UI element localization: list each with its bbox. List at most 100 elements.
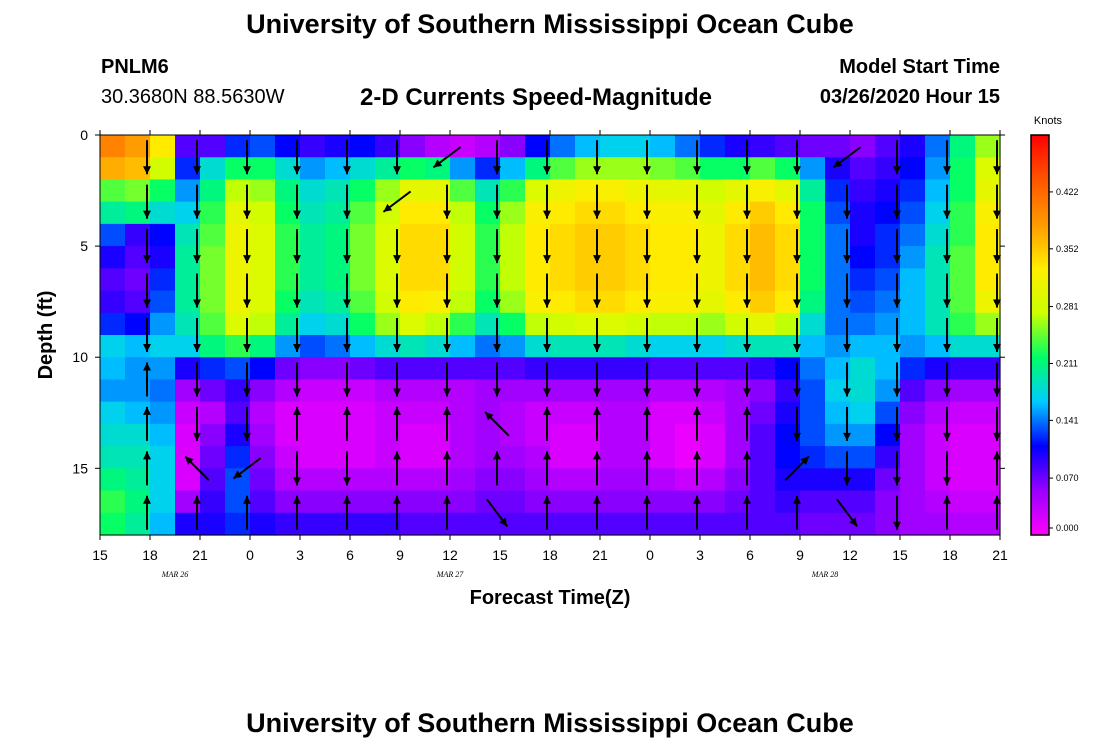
heatmap-cell [250, 157, 276, 181]
heatmap-cell [225, 490, 251, 514]
heatmap-cell [700, 446, 726, 469]
y-tick-label: 5 [80, 238, 88, 254]
date-label: MAR 27 [436, 570, 464, 579]
heatmap-cell [550, 357, 576, 381]
current-vector [293, 495, 301, 530]
heatmap-cell [925, 223, 951, 247]
heatmap-cell [500, 335, 526, 358]
current-vector [993, 229, 1001, 264]
heatmap-cell [375, 423, 401, 447]
current-vector [193, 495, 201, 530]
heatmap-cell [650, 179, 676, 203]
heatmap-cell [950, 335, 976, 358]
heatmap-cell [775, 379, 801, 403]
heatmap-cell [975, 401, 1001, 425]
heatmap-cell [250, 223, 276, 247]
heatmap-cell [700, 223, 726, 247]
current-vector [293, 229, 301, 264]
heatmap-cell [375, 490, 401, 514]
heatmap-cell [625, 468, 651, 492]
heatmap-cell [875, 135, 901, 158]
heatmap-cell [600, 223, 626, 247]
current-vector [993, 406, 1001, 441]
heatmap-cell [950, 401, 976, 425]
colorbar-tick-label: 0.141 [1056, 415, 1079, 425]
heatmap-cell [125, 490, 151, 514]
heatmap-cell [600, 290, 626, 314]
heatmap-cell [225, 357, 251, 381]
heatmap-cell [350, 490, 376, 514]
axes: 15 18 21 0 3 6 9 12 15 18 21 0 3 6 9 12 15 18 21 MAR 26 MAR … [72, 127, 1008, 579]
heatmap-cell [900, 490, 926, 514]
heatmap-cell [200, 246, 226, 269]
heatmap-cell [500, 268, 526, 292]
heatmap-cell [725, 223, 751, 247]
x-tick-label: 0 [246, 547, 254, 563]
y-axis-title: Depth (ft) [35, 291, 57, 380]
heatmap-cell [125, 223, 151, 247]
heatmap-cell [175, 401, 201, 425]
heatmap-cell [625, 335, 651, 358]
heatmap-cell [425, 423, 451, 447]
current-vector [743, 318, 751, 352]
current-vector [543, 273, 551, 308]
heatmap-cell [150, 468, 176, 492]
heatmap-cell [350, 290, 376, 314]
heatmap-cell [125, 468, 151, 492]
heatmap-cell [175, 201, 201, 225]
heatmap-cell [875, 379, 901, 403]
heatmap-cell [750, 335, 776, 358]
current-vector [493, 140, 501, 175]
heatmap-cell [925, 135, 951, 158]
heatmap-cell [350, 157, 376, 181]
heatmap-cell [500, 446, 526, 469]
heatmap-cell [750, 468, 776, 492]
heatmap-cell [625, 401, 651, 425]
heatmap-cell [300, 335, 326, 358]
heatmap-cell [475, 312, 501, 336]
heatmap-cell [650, 446, 676, 469]
heatmap-cell [550, 157, 576, 181]
heatmap-cell [300, 423, 326, 447]
heatmap-cell [125, 401, 151, 425]
heatmap-cell [350, 401, 376, 425]
current-vector [143, 184, 151, 219]
heatmap-cell [175, 335, 201, 358]
heatmap-cell [875, 335, 901, 358]
heatmap-cell [875, 312, 901, 336]
heatmap-cell [425, 357, 451, 381]
heatmap-cell [125, 312, 151, 336]
heatmap-cell [900, 157, 926, 181]
current-vector [843, 229, 851, 264]
current-vector [835, 498, 859, 527]
heatmap-cell [350, 201, 376, 225]
heatmap-cell [650, 335, 676, 358]
heatmap-cell [950, 512, 976, 536]
heatmap-cell [200, 268, 226, 292]
heatmap-cell [925, 423, 951, 447]
heatmap-cell [375, 401, 401, 425]
current-vector [243, 229, 251, 264]
heatmap-cell [400, 268, 426, 292]
heatmap-cell [225, 335, 251, 358]
current-vector [693, 273, 701, 308]
current-vector [743, 273, 751, 308]
current-vector [343, 229, 351, 264]
heatmap-cell [100, 290, 126, 314]
current-vector [832, 146, 862, 169]
heatmap-cell [975, 201, 1001, 225]
heatmap-cell [475, 157, 501, 181]
x-tick-label: 0 [646, 547, 654, 563]
heatmap-cell [550, 401, 576, 425]
current-vector [993, 495, 1001, 530]
heatmap-cell [450, 246, 476, 269]
heatmap-cell [850, 223, 876, 247]
heatmap-cell [925, 335, 951, 358]
current-vector [893, 140, 901, 175]
heatmap-cell [500, 512, 526, 536]
heatmap-cell [575, 490, 601, 514]
heatmap-cell [100, 512, 126, 536]
heatmap-cell [625, 512, 651, 536]
colorbar-tick-label: 0.211 [1056, 358, 1078, 368]
heatmap-cell [450, 223, 476, 247]
